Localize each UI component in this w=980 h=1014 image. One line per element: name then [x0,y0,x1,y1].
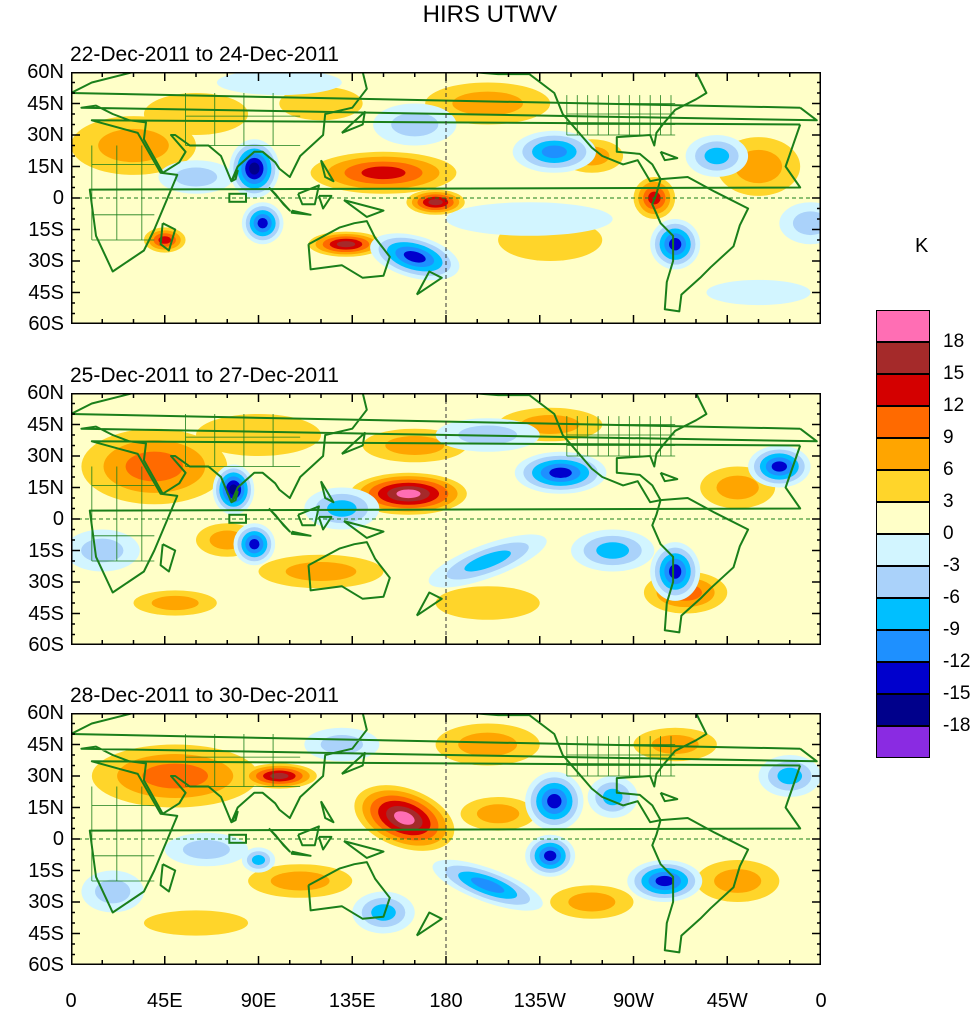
x-tick-label: 45W [706,990,748,1012]
y-tick-label: 15N [27,155,64,178]
y-tick-label: 30S [28,250,64,272]
anomaly-field [71,72,821,306]
y-tick-label: 45S [28,281,64,304]
colorbar-label: 12 [943,395,965,416]
y-tick-label: 60N [27,61,64,83]
panel-3-title: 28-Dec-2011 to 30-Dec-2011 [70,684,339,707]
y-tick-label: 30N [27,124,64,146]
y-tick-label: 45N [27,92,64,115]
y-tick-label: 0 [52,508,64,530]
y-tick-label: 15S [28,859,64,882]
coastlines [71,713,818,954]
y-tick-label: 15S [28,218,64,241]
y-tick-label: 45N [27,413,64,436]
colorbar-swatch [876,598,930,630]
y-tick-label: 15N [27,796,64,819]
y-tick-label: 60N [27,382,64,404]
x-tick-label: 45E [146,990,183,1012]
anomaly-field [81,723,821,936]
y-tick-label: 30S [28,571,64,593]
colorbar-unit: K [915,235,929,257]
colorbar-label: 6 [943,459,954,480]
y-tick-label: 30N [27,445,64,467]
colorbar-swatch [876,694,930,726]
colorbar-label: -9 [943,619,960,640]
colorbar-swatch [876,342,930,374]
x-tick-label: 0 [815,990,827,1012]
colorbar-swatch [876,630,930,662]
colorbar-label: -3 [943,555,960,576]
colorbar-label: 15 [943,363,965,384]
coastlines [71,72,818,313]
y-tick-label: 15S [28,539,64,562]
colorbar-swatch [876,534,930,566]
colorbar-swatch [876,438,930,470]
colorbar-swatch [876,566,930,598]
colorbar-swatch [876,470,930,502]
y-tick-label: 0 [52,187,64,209]
x-tick-label: 90E [240,990,277,1012]
y-tick-label: 45S [28,602,64,625]
y-tick-label: 45S [28,922,64,945]
colorbar-label: 18 [943,331,965,352]
y-tick-label: 60N [27,702,64,724]
map-panel-3 [71,713,821,965]
colorbar-swatch [876,310,930,342]
panel-1-title: 22-Dec-2011 to 24-Dec-2011 [70,43,339,66]
y-tick-label: 60S [28,954,64,976]
colorbar-label: -12 [943,651,971,672]
panel-2-title: 25-Dec-2011 to 27-Dec-2011 [70,364,339,387]
colorbar-swatch [876,662,930,694]
x-tick-label: 135W [513,990,566,1012]
map-panel-1 [71,72,821,324]
y-tick-label: 60S [28,634,64,656]
colorbar-swatch [876,406,930,438]
colorbar-label: -15 [943,683,971,704]
y-tick-label: 60S [28,313,64,335]
colorbar-swatch [876,374,930,406]
colorbar-label: 9 [943,427,954,448]
colorbar-label: 3 [943,491,954,512]
colorbar-swatch [876,502,930,534]
colorbar-label: -6 [943,587,960,608]
figure-title: HIRS UTWV [422,1,558,28]
x-tick-label: 0 [65,990,77,1012]
map-panel-2 [71,393,821,645]
colorbar-label: -18 [943,715,971,736]
y-tick-label: 30N [27,765,64,787]
y-tick-label: 30S [28,891,64,913]
x-tick-label: 180 [429,990,463,1012]
colorbar-swatch [876,726,930,758]
y-tick-label: 45N [27,733,64,756]
y-tick-label: 15N [27,476,64,499]
y-tick-label: 0 [52,828,64,850]
x-tick-label: 90W [612,990,655,1012]
x-tick-label: 135E [328,990,376,1012]
colorbar-label: 0 [943,523,954,544]
